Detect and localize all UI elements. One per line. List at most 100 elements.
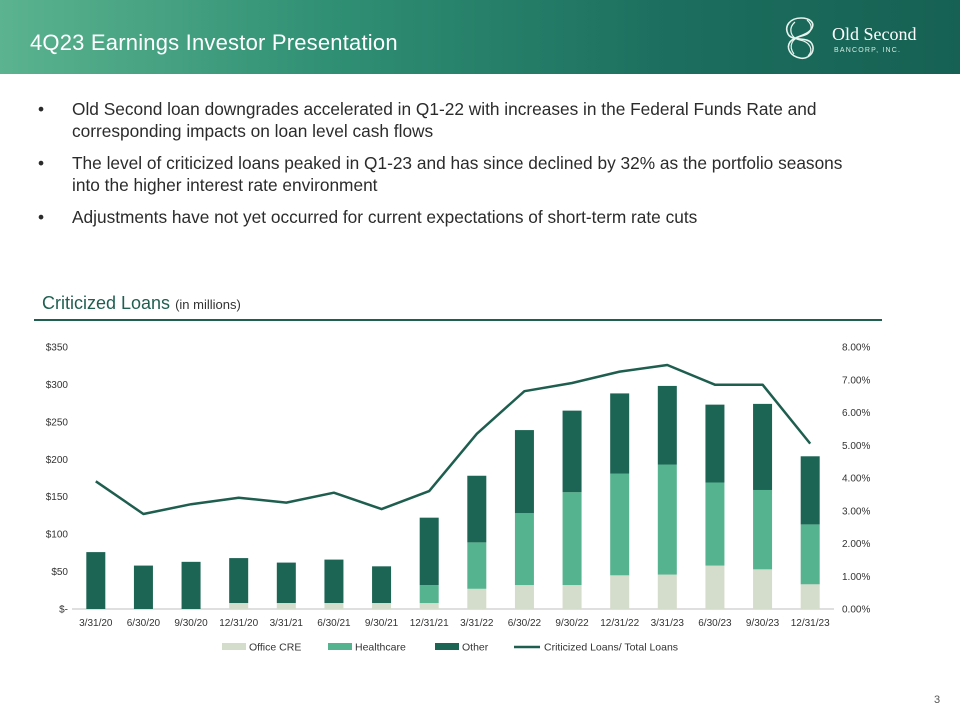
legend-swatch	[435, 643, 459, 650]
bar-other	[467, 475, 487, 543]
left-axis-tick-label: $150	[46, 492, 69, 503]
ratio-line	[95, 363, 812, 516]
logo-mark-icon	[785, 17, 814, 60]
chart-heading: Criticized Loans (in millions)	[42, 293, 241, 314]
bar-other	[419, 517, 439, 586]
x-axis-tick-label: 3/31/21	[270, 618, 304, 629]
logo-subtitle: BANCORP, INC.	[834, 47, 902, 54]
bar-other	[610, 393, 630, 474]
legend-label: Other	[462, 642, 489, 654]
bar-office-cre	[705, 565, 725, 609]
bar-office-cre	[324, 603, 344, 609]
legend-swatch	[328, 643, 352, 650]
bar-healthcare	[467, 542, 487, 589]
x-axis-tick-label: 12/31/21	[410, 618, 449, 629]
right-axis-tick-label: 2.00%	[842, 539, 870, 550]
bullet-item: • The level of criticized loans peaked in…	[30, 152, 860, 196]
legend-label: Office CRE	[249, 642, 301, 654]
bar-healthcare	[419, 585, 439, 604]
bar-healthcare	[800, 524, 820, 585]
bar-other	[753, 403, 773, 490]
bar-healthcare	[705, 482, 725, 566]
bar-other	[514, 430, 534, 514]
section-divider	[34, 319, 882, 321]
bullet-dot: •	[38, 207, 45, 227]
bar-healthcare	[514, 513, 534, 586]
x-axis-tick-label: 3/31/22	[460, 618, 494, 629]
x-axis-tick-label: 12/31/22	[600, 618, 639, 629]
criticized-loans-chart: $- $50 $100 $150 $200 $250 $300 $350 0.00% 1.00% 2…	[46, 343, 871, 654]
bar-healthcare	[610, 473, 630, 576]
legend-label: Criticized Loans/ Total Loans	[544, 642, 678, 654]
x-axis-tick-label: 9/30/21	[365, 618, 399, 629]
left-axis-tick-label: $300	[46, 380, 69, 391]
bar-healthcare	[753, 489, 773, 570]
x-axis-tick-label: 9/30/20	[174, 618, 208, 629]
legend-swatch	[222, 643, 246, 650]
bar-other	[562, 410, 582, 493]
bullet-text: Adjustments have not yet occurred for cu…	[72, 207, 698, 227]
x-axis-tick-label: 6/30/21	[317, 618, 351, 629]
bar-other	[657, 385, 677, 465]
right-axis-tick-label: 6.00%	[842, 408, 870, 419]
bar-office-cre	[562, 585, 582, 609]
bullet-item: • Adjustments have not yet occurred for c…	[30, 206, 860, 228]
chart-unit: (in millions)	[175, 297, 241, 312]
x-axis-tick-label: 9/30/23	[746, 618, 780, 629]
bar-other	[181, 561, 201, 609]
right-axis-tick-label: 3.00%	[842, 506, 870, 517]
bar-office-cre	[514, 585, 534, 609]
bar-healthcare	[657, 464, 677, 575]
x-axis-tick-label: 12/31/20	[219, 618, 258, 629]
bar-office-cre	[610, 575, 630, 609]
bullet-text: The level of criticized loans peaked in …	[72, 153, 843, 195]
right-axis-tick-label: 0.00%	[842, 605, 870, 616]
left-axis-tick-label: $100	[46, 530, 69, 541]
bullet-text: Old Second loan downgrades accelerated i…	[72, 99, 817, 141]
bar-other	[324, 559, 344, 604]
bar-other	[86, 552, 106, 609]
title-bar: 4Q23 Earnings Investor Presentation Old …	[0, 0, 960, 74]
legend-label: Healthcare	[355, 642, 406, 654]
bullet-dot: •	[38, 153, 45, 173]
bar-other	[229, 558, 249, 604]
left-axis-tick-label: $200	[46, 455, 69, 466]
bar-other	[705, 404, 725, 483]
bar-other	[372, 566, 392, 604]
bar-office-cre	[372, 603, 392, 609]
page-title: 4Q23 Earnings Investor Presentation	[30, 30, 398, 55]
bullet-dot: •	[38, 99, 45, 119]
right-axis-tick-label: 8.00%	[842, 343, 870, 354]
logo-name: Old Second	[832, 24, 917, 44]
left-axis-tick-label: $250	[46, 417, 69, 428]
left-axis-tick-label: $350	[46, 343, 69, 354]
x-axis-tick-label: 6/30/22	[508, 618, 542, 629]
right-axis-tick-label: 1.00%	[842, 572, 870, 583]
right-axis-tick-label: 4.00%	[842, 474, 870, 485]
x-axis-tick-label: 6/30/23	[698, 618, 732, 629]
bar-office-cre	[419, 603, 439, 609]
bar-other	[133, 565, 153, 609]
bar-office-cre	[229, 603, 249, 609]
left-axis-tick-label: $50	[51, 567, 68, 578]
page-number: 3	[934, 694, 941, 706]
bar-office-cre	[753, 569, 773, 609]
x-axis-tick-label: 3/31/23	[651, 618, 685, 629]
right-axis-tick-label: 7.00%	[842, 375, 870, 386]
bar-office-cre	[800, 584, 820, 609]
company-logo: Old Second BANCORP, INC.	[778, 14, 938, 62]
bullet-list: • Old Second loan downgrades accelerated …	[30, 98, 860, 238]
left-axis-tick-label: $-	[59, 605, 68, 616]
bar-other	[800, 456, 820, 525]
x-axis-tick-label: 12/31/23	[791, 618, 830, 629]
bullet-item: • Old Second loan downgrades accelerated …	[30, 98, 860, 142]
x-axis-tick-label: 6/30/20	[127, 618, 161, 629]
bar-other	[276, 562, 296, 604]
bar-office-cre	[657, 574, 677, 609]
bar-healthcare	[562, 492, 582, 586]
bar-office-cre	[467, 588, 487, 609]
x-axis-tick-label: 9/30/22	[555, 618, 589, 629]
chart-title: Criticized Loans	[42, 293, 171, 313]
bar-office-cre	[276, 603, 296, 609]
x-axis-tick-label: 3/31/20	[79, 618, 113, 629]
